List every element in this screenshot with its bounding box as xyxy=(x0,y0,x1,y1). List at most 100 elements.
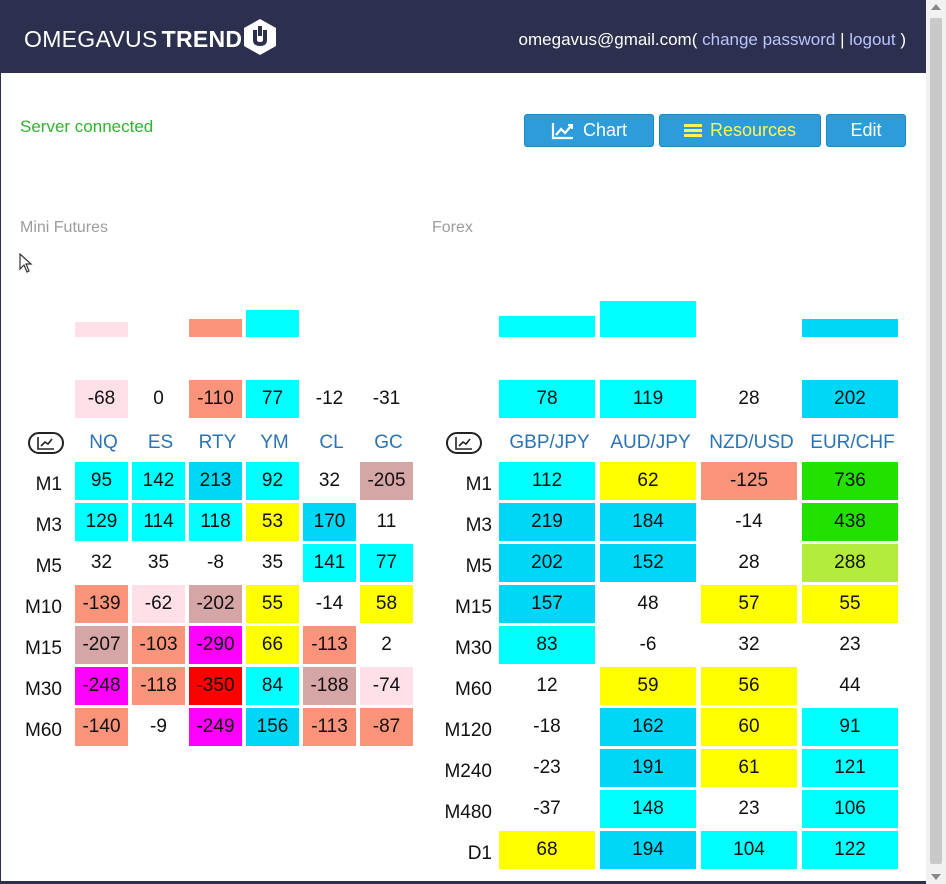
mini_futures-cell: -113 xyxy=(303,626,356,664)
forex-cell: 28 xyxy=(738,552,760,573)
mini_futures-total-2: -110 xyxy=(189,380,242,418)
mini_futures-cell: -350 xyxy=(189,667,242,705)
mini_futures-row-label: M1 xyxy=(35,474,62,495)
mini-futures-title: Mini Futures xyxy=(20,219,109,236)
forex-title: Forex xyxy=(432,219,473,236)
mini_futures-row-label: M60 xyxy=(25,720,62,741)
mini_futures-cell: -248 xyxy=(75,667,128,705)
mini_futures-cell: 53 xyxy=(246,503,299,541)
mini_futures-column-header[interactable]: YM xyxy=(260,432,289,453)
forex-cell: 44 xyxy=(839,675,861,696)
forex-cell: -14 xyxy=(735,511,763,532)
forex-row-label: M3 xyxy=(465,515,492,536)
change-password-link[interactable]: change password xyxy=(702,30,836,49)
mini_futures-cell: -140 xyxy=(75,708,128,746)
forex-cell: 55 xyxy=(802,585,898,623)
forex-cell: 57 xyxy=(701,585,797,623)
mini_futures-cell: 141 xyxy=(303,544,356,582)
forex-cell: 32 xyxy=(738,634,760,655)
mini_futures-row-label: M10 xyxy=(25,597,62,618)
mini_futures-column-header[interactable]: GC xyxy=(374,432,403,453)
forex-cell: 83 xyxy=(499,626,595,664)
mini_futures-cell: 118 xyxy=(189,503,242,541)
mini_futures-cell: 35 xyxy=(261,552,284,573)
mini_futures-column-header[interactable]: NQ xyxy=(89,432,118,453)
app-header: OMEGAVUS TREND omegavus@gmail.com( change… xyxy=(0,0,926,73)
brand-logo[interactable]: OMEGAVUS TREND xyxy=(24,26,242,53)
mini_futures-cell: 32 xyxy=(90,552,113,573)
resources-button[interactable]: Resources xyxy=(659,114,821,147)
forex-cell: -23 xyxy=(533,757,561,778)
mini_futures-cell: 156 xyxy=(246,708,299,746)
mini_futures-cell: -14 xyxy=(315,593,344,614)
forex-column-header[interactable]: AUD/JPY xyxy=(610,432,691,453)
mini_futures-bar-2 xyxy=(189,319,242,337)
forex-cell: 202 xyxy=(499,544,595,582)
forex-cell: 194 xyxy=(600,831,696,869)
mini_futures-cell: 84 xyxy=(246,667,299,705)
mini_futures-cell: 170 xyxy=(303,503,356,541)
mini_futures-column-header[interactable]: ES xyxy=(147,432,174,453)
mini_futures-total-5: -31 xyxy=(372,388,401,409)
mini_futures-cell: 77 xyxy=(360,544,413,582)
forex-chart-toggle-icon[interactable] xyxy=(446,432,482,454)
forex-row-label: M240 xyxy=(444,761,492,782)
mini_futures-total-0: -68 xyxy=(75,380,128,418)
mini_futures-cell: -103 xyxy=(132,626,185,664)
forex-cell: 59 xyxy=(600,667,696,705)
scrollbar-thumb[interactable] xyxy=(930,18,942,864)
window-border-bottom xyxy=(0,881,926,884)
forex-total-1: 119 xyxy=(600,380,696,418)
mini_futures-column-header[interactable]: CL xyxy=(319,432,344,453)
hexagon-u-logo-icon xyxy=(242,17,278,57)
forex-row-label: D1 xyxy=(467,843,492,864)
mini_futures-column-header[interactable]: RTY xyxy=(198,432,237,453)
mini_futures-total-3: 77 xyxy=(246,380,299,418)
forex-cell: 91 xyxy=(802,708,898,746)
mini_futures-cell: -9 xyxy=(150,716,167,737)
mini_futures-cell: 35 xyxy=(147,552,170,573)
forex-column-header[interactable]: EUR/CHF xyxy=(810,432,895,453)
mini_futures-row-label: M5 xyxy=(35,556,62,577)
mini_futures-cell: 11 xyxy=(376,511,397,532)
forex-column-header[interactable]: GBP/JPY xyxy=(509,432,590,453)
mini_futures-cell: 55 xyxy=(246,585,299,623)
forex-cell: 122 xyxy=(802,831,898,869)
forex-cell: 191 xyxy=(600,749,696,787)
vertical-scrollbar[interactable] xyxy=(926,0,946,884)
forex-row-label: M480 xyxy=(444,802,492,823)
forex-cell: -37 xyxy=(533,798,561,819)
forex-cell: 219 xyxy=(499,503,595,541)
logout-link[interactable]: logout xyxy=(849,30,896,49)
forex-cell: 162 xyxy=(600,708,696,746)
forex-column-header[interactable]: NZD/USD xyxy=(709,432,794,453)
mini_futures-total-4: -12 xyxy=(315,388,344,409)
forex-cell: 121 xyxy=(802,749,898,787)
forex-bar-3 xyxy=(802,319,898,337)
forex-cell: 62 xyxy=(600,462,696,500)
scroll-up-icon[interactable] xyxy=(931,4,941,10)
mini_futures-total-1: 0 xyxy=(153,388,164,409)
forex-total-3: 202 xyxy=(802,380,898,418)
mini_futures-row-label: M30 xyxy=(25,679,62,700)
mini_futures-chart-toggle-icon[interactable] xyxy=(28,432,64,454)
brand-name-light: OMEGAVUS xyxy=(24,26,158,52)
forex-cell: 736 xyxy=(802,462,898,500)
edit-button[interactable]: Edit xyxy=(826,114,906,147)
forex-cell: 438 xyxy=(802,503,898,541)
mini_futures-cell: -188 xyxy=(303,667,356,705)
user-email: omegavus@gmail.com xyxy=(518,30,692,49)
mini_futures-cell: -118 xyxy=(132,667,185,705)
mini_futures-cell: 66 xyxy=(246,626,299,664)
mini_futures-cell: 129 xyxy=(75,503,128,541)
chart-button[interactable]: Chart xyxy=(524,114,654,147)
forex-cell: 56 xyxy=(701,667,797,705)
forex-cell: -6 xyxy=(639,634,657,655)
mini_futures-cell: 142 xyxy=(132,462,185,500)
scroll-down-icon[interactable] xyxy=(931,874,941,880)
mini_futures-cell: -62 xyxy=(132,585,185,623)
forex-cell: 68 xyxy=(499,831,595,869)
forex-cell: 23 xyxy=(738,798,760,819)
forex-cell: 184 xyxy=(600,503,696,541)
forex-cell: -125 xyxy=(701,462,797,500)
